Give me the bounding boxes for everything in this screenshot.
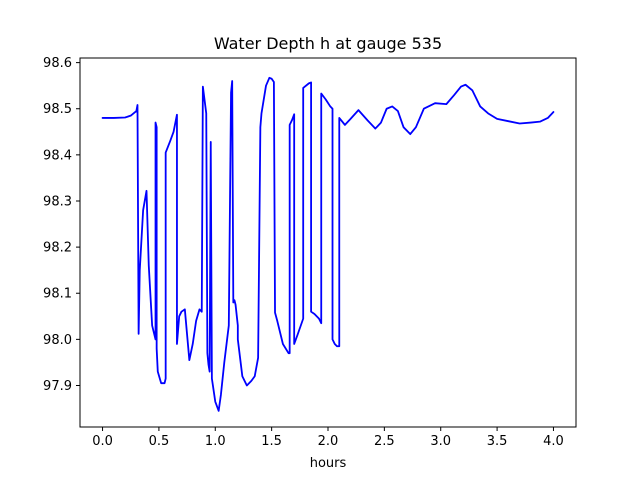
series-layer bbox=[101, 76, 555, 412]
y-axis: 97.9 98.0 98.1 98.2 98.3 98.4 98.5 98.6 bbox=[43, 56, 80, 394]
x-tick-label: 3.5 bbox=[487, 434, 508, 449]
y-tick-label: 98.2 bbox=[43, 241, 72, 256]
y-tick-label: 98.0 bbox=[43, 333, 72, 348]
x-axis-label: hours bbox=[310, 456, 347, 471]
chart-title: Water Depth h at gauge 535 bbox=[214, 34, 442, 53]
x-tick-label: 1.0 bbox=[205, 434, 226, 449]
x-tick-label: 0.5 bbox=[149, 434, 170, 449]
x-tick-label: 2.0 bbox=[318, 434, 339, 449]
x-tick-label: 4.0 bbox=[543, 434, 564, 449]
y-tick-label: 98.4 bbox=[43, 148, 72, 163]
y-tick-label: 98.6 bbox=[43, 56, 72, 71]
x-tick-label: 2.5 bbox=[374, 434, 395, 449]
y-tick-label: 98.1 bbox=[43, 287, 72, 302]
series-line-0 bbox=[101, 76, 555, 412]
y-tick-label: 97.9 bbox=[43, 379, 72, 394]
y-tick-label: 98.5 bbox=[43, 102, 72, 117]
plot-area-frame bbox=[79, 57, 577, 428]
x-tick-label: 0.0 bbox=[92, 434, 113, 449]
x-tick-label: 1.5 bbox=[261, 434, 282, 449]
y-tick-label: 98.3 bbox=[43, 194, 72, 209]
x-axis: 0.0 0.5 1.0 1.5 2.0 2.5 3.0 3.5 4.0 bbox=[92, 427, 564, 449]
x-tick-label: 3.0 bbox=[430, 434, 451, 449]
